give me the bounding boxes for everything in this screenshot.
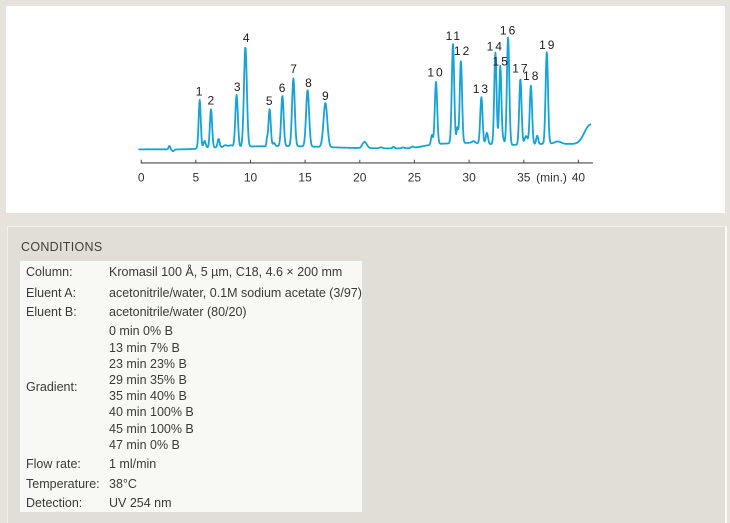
svg-text:0: 0 [138,171,145,185]
svg-text:13: 13 [473,82,490,96]
svg-text:4: 4 [243,31,250,45]
svg-text:15: 15 [298,171,312,185]
svg-text:10: 10 [244,171,258,185]
svg-text:18: 18 [523,69,540,83]
svg-text:25: 25 [408,171,422,185]
svg-text:8: 8 [305,76,312,90]
svg-text:17: 17 [512,62,529,76]
svg-text:15: 15 [493,54,510,68]
svg-text:14: 14 [487,39,504,53]
svg-text:30: 30 [462,171,476,185]
svg-text:2: 2 [208,94,215,108]
svg-text:6: 6 [279,81,286,95]
svg-text:40: 40 [572,171,586,185]
svg-text:(min.): (min.) [536,171,567,185]
svg-text:5: 5 [192,171,199,185]
svg-text:20: 20 [353,171,367,185]
svg-text:10: 10 [427,66,444,80]
svg-text:12: 12 [454,44,471,58]
svg-text:7: 7 [290,62,297,76]
svg-text:1: 1 [196,84,203,98]
svg-text:35: 35 [517,171,531,185]
svg-text:16: 16 [500,24,517,38]
svg-text:19: 19 [539,38,556,52]
svg-text:11: 11 [446,29,462,43]
svg-text:9: 9 [322,89,329,103]
svg-text:3: 3 [234,80,241,94]
svg-text:5: 5 [266,94,273,108]
